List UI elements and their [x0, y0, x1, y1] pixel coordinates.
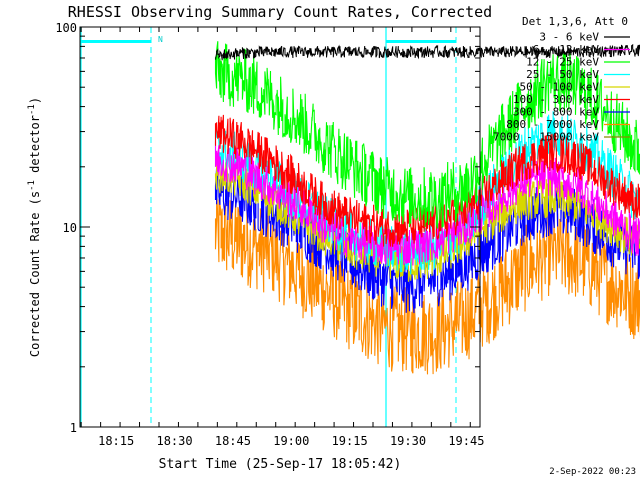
- x-axis-label: Start Time (25-Sep-17 18:05:42): [159, 457, 402, 472]
- flag-label: N: [158, 35, 163, 44]
- legend-label: 12 - 25 keV: [526, 56, 599, 69]
- chart-title: RHESSI Observing Summary Count Rates, Co…: [68, 3, 492, 21]
- series-line: [214, 114, 640, 247]
- series-layer: [214, 41, 640, 375]
- legend-label: 100 - 300 keV: [513, 93, 599, 106]
- footer-date: 2-Sep-2022 00:23: [549, 467, 636, 477]
- cyan-bar-right: [386, 40, 456, 43]
- legend-header: Det 1,3,6, Att 0: [522, 15, 628, 28]
- series-line: [215, 43, 640, 61]
- legend-label: 800 - 7000 keV: [506, 118, 599, 131]
- series-6-12-kev: [214, 141, 640, 266]
- x-tick-label: 19:45: [448, 434, 484, 448]
- x-tick-label: 19:00: [273, 434, 309, 448]
- y-tick-label: 10: [63, 221, 77, 235]
- x-tick-label: 19:30: [390, 434, 426, 448]
- series-100-300-kev: [214, 114, 640, 247]
- y-tick-label: 1: [70, 421, 77, 435]
- axes-layer: 1 10 100 18:15 18:30 18:45 19:00 19:15 19:30 19:4…: [55, 21, 484, 448]
- legend-label: 50 - 100 keV: [520, 81, 600, 94]
- y-tick-label: 100: [55, 21, 77, 35]
- series-line: [214, 141, 640, 266]
- x-tick-label: 19:15: [332, 434, 368, 448]
- series-3-6-kev: [215, 43, 640, 61]
- legend-label: 6 - 12 keV: [533, 43, 600, 56]
- series-line: [214, 41, 640, 229]
- legend-label: 7000 - 15000 keV: [493, 131, 599, 144]
- y-axis-label: Corrected Count Rate (s-1 detector-1): [27, 97, 42, 357]
- cyan-bar-left: [81, 40, 151, 43]
- series-12-25-kev: [214, 41, 640, 229]
- x-tick-label: 18:15: [98, 434, 134, 448]
- legend-label: 25 - 50 keV: [526, 68, 599, 81]
- x-tick-label: 18:30: [156, 434, 192, 448]
- legend-label: 300 - 800 keV: [513, 106, 599, 119]
- legend-label: 3 - 6 keV: [539, 31, 599, 44]
- x-tick-label: 18:45: [215, 434, 251, 448]
